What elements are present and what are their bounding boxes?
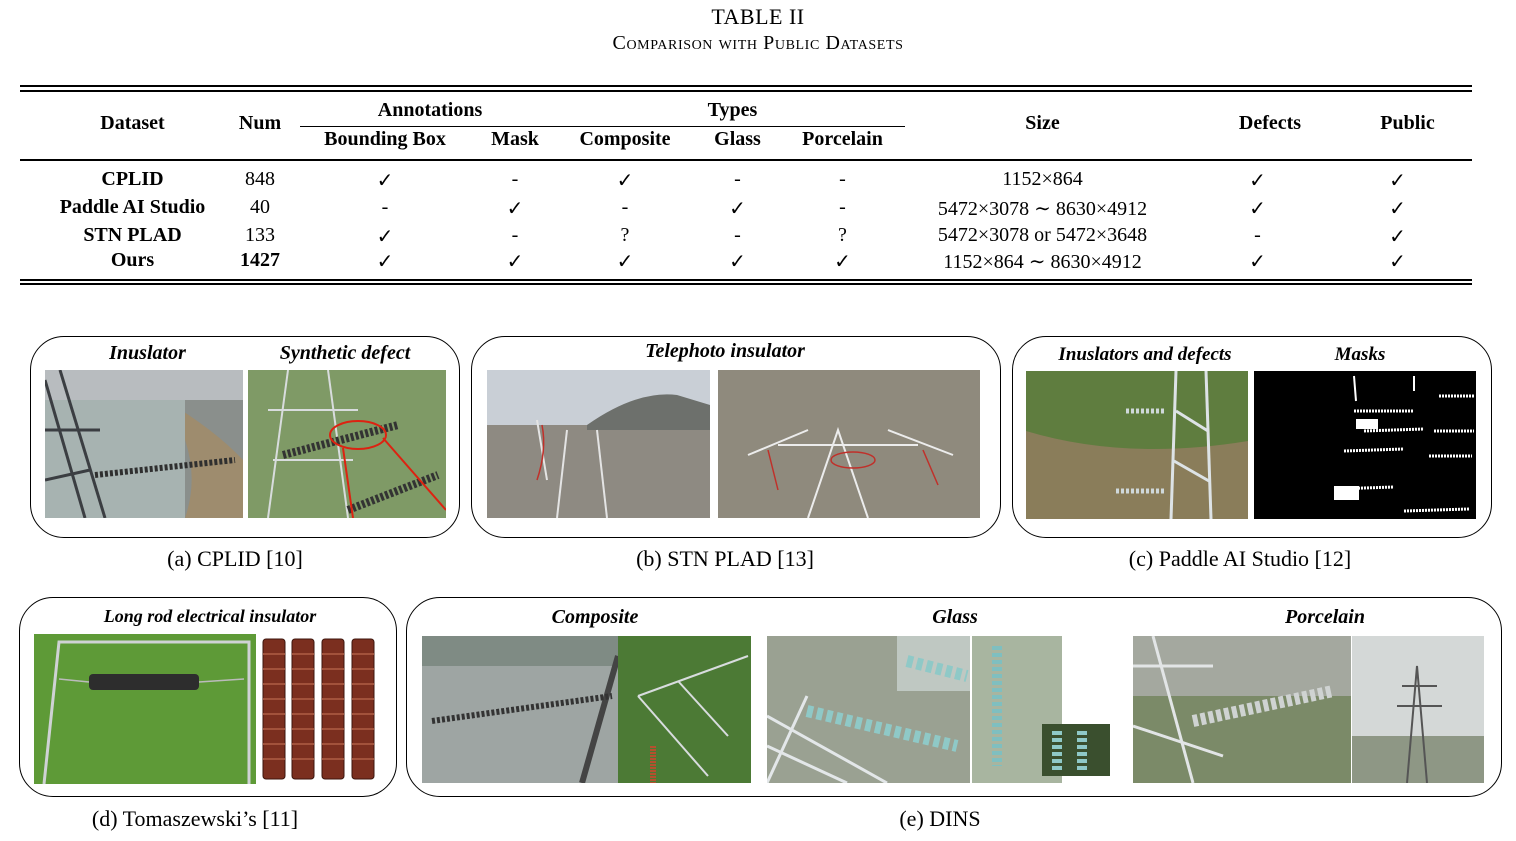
header-defects: Defects: [1238, 112, 1302, 134]
panel-c-label-2: Masks: [1334, 344, 1386, 365]
table-caption: Comparison with Public Datasets: [612, 32, 904, 54]
telephoto-photo-2: [718, 370, 980, 518]
table-cell-num: 40: [250, 196, 270, 218]
header-size: Size: [1025, 112, 1060, 134]
panel-a-label-2: Synthetic defect: [279, 342, 411, 364]
table-cell-dataset: Paddle AI Studio: [59, 196, 206, 218]
panel-e-label-composite: Composite: [551, 606, 639, 628]
panel-d-label: Long rod electrical insulator: [103, 606, 317, 626]
table-cell-porcelain: ?: [838, 224, 847, 246]
panel-a-label-1: Inuslator: [109, 342, 186, 364]
table-cell-size: 5472×3078 or 5472×3648: [937, 224, 1148, 246]
table-cell-size: 5472×3078 ∼ 8630×4912: [937, 198, 1148, 220]
table-cell-mask: -: [511, 168, 519, 190]
header-rule: [20, 159, 1472, 161]
panel-c-label-1: Inuslators and defects: [1058, 344, 1232, 365]
table-title: TABLE II: [711, 4, 805, 29]
header-num: Num: [238, 112, 282, 134]
table-cell-porcelain: -: [839, 196, 846, 218]
table-cell-size: 1152×864 ∼ 8630×4912: [943, 251, 1142, 273]
table-cell-mask: -: [511, 224, 519, 246]
glass-photo-2: [972, 636, 1110, 783]
panel-b-label: Telephoto insulator: [645, 340, 805, 362]
table-cell-public: ✓: [1389, 251, 1406, 273]
table-cell-glass: ✓: [729, 251, 746, 273]
header-composite: Composite: [579, 128, 671, 150]
group-rule: [300, 126, 905, 127]
table-cell-mask: ✓: [506, 198, 524, 220]
table-cell-composite: ✓: [616, 170, 634, 192]
table-cell-defects: ✓: [1249, 251, 1266, 273]
top-rule: [20, 85, 1472, 87]
table-cell-dataset: STN PLAD: [83, 224, 182, 246]
table-cell-glass: ✓: [729, 198, 746, 220]
porcelain-photo-2: [1352, 636, 1484, 783]
table-cell-porcelain: ✓: [834, 251, 851, 273]
header-porcelain: Porcelain: [802, 128, 883, 150]
bottom-rule: [20, 279, 1472, 281]
table-cell-bbox: ✓: [376, 251, 394, 273]
table-cell-defects: ✓: [1249, 170, 1266, 192]
long-rod-photo: [34, 634, 256, 784]
header-public: Public: [1380, 112, 1435, 134]
table-cell-composite: ✓: [616, 251, 634, 273]
header-glass: Glass: [714, 128, 761, 150]
table-cell-public: ✓: [1389, 198, 1406, 220]
table-cell-public: ✓: [1389, 226, 1406, 248]
header-annotations: Annotations: [377, 99, 483, 121]
panel-c-caption: (c) Paddle AI Studio [12]: [1128, 546, 1352, 571]
panel-a-caption: (a) CPLID [10]: [167, 546, 303, 571]
table-cell-composite: -: [621, 196, 629, 218]
table-cell-num: 1427: [240, 249, 280, 271]
porcelain-photo-1: [1133, 636, 1351, 783]
bottom-rule-2: [20, 283, 1472, 285]
table-cell-dataset: CPLID: [101, 168, 164, 190]
panel-d-caption: (d) Tomaszewski’s [11]: [91, 806, 299, 831]
table-cell-bbox: ✓: [376, 226, 394, 248]
composite-photo-2: [618, 636, 751, 783]
header-types: Types: [707, 99, 758, 121]
panel-b-caption: (b) STN PLAD [13]: [636, 546, 814, 571]
top-rule-2: [20, 90, 1472, 92]
table-cell-num: 848: [245, 168, 275, 190]
composite-photo-1: [422, 636, 618, 783]
table-cell-defects: ✓: [1249, 198, 1266, 220]
table-cell-dataset: Ours: [110, 249, 155, 271]
paddle-insulators-photo: [1026, 371, 1248, 519]
header-bounding-box: Bounding Box: [324, 128, 446, 150]
paddle-masks-photo: [1254, 371, 1476, 519]
table-cell-porcelain: -: [839, 168, 846, 190]
table-cell-size: 1152×864: [1002, 168, 1083, 190]
table-cell-glass: -: [734, 224, 741, 246]
glass-photo-1: [767, 636, 970, 783]
table-cell-composite: ?: [620, 224, 630, 246]
insulator-closeups: [259, 634, 378, 784]
table-cell-mask: ✓: [506, 251, 524, 273]
panel-e-caption: (e) DINS: [899, 806, 981, 831]
table-cell-bbox: ✓: [376, 170, 394, 192]
header-dataset: Dataset: [100, 112, 165, 134]
header-mask: Mask: [491, 128, 539, 150]
synthetic-defect-photo: [248, 370, 446, 518]
table-cell-public: ✓: [1389, 170, 1406, 192]
cplid-insulator-photo: [45, 370, 243, 518]
table-cell-bbox: -: [381, 196, 389, 218]
panel-e-label-porcelain: Porcelain: [1285, 606, 1365, 628]
panel-e-label-glass: Glass: [932, 606, 978, 628]
table-cell-glass: -: [734, 168, 741, 190]
table-cell-defects: -: [1254, 224, 1261, 246]
telephoto-photo-1: [487, 370, 710, 518]
table-cell-num: 133: [245, 224, 275, 246]
